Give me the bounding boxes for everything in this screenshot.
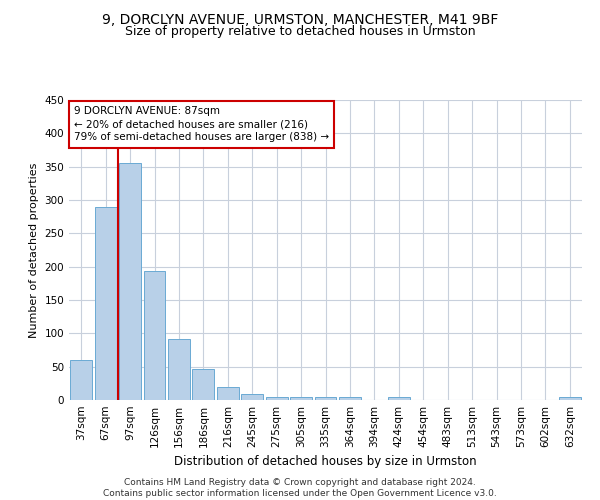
Bar xyxy=(70,360,92,400)
Bar xyxy=(314,396,337,400)
Text: 9, DORCLYN AVENUE, URMSTON, MANCHESTER, M41 9BF: 9, DORCLYN AVENUE, URMSTON, MANCHESTER, … xyxy=(102,12,498,26)
X-axis label: Distribution of detached houses by size in Urmston: Distribution of detached houses by size … xyxy=(174,456,477,468)
Bar xyxy=(388,398,410,400)
Bar xyxy=(559,398,581,400)
Bar xyxy=(339,398,361,400)
Bar xyxy=(143,272,166,400)
Bar xyxy=(266,396,287,400)
Bar xyxy=(217,386,239,400)
Bar xyxy=(193,368,214,400)
Text: Contains HM Land Registry data © Crown copyright and database right 2024.
Contai: Contains HM Land Registry data © Crown c… xyxy=(103,478,497,498)
Y-axis label: Number of detached properties: Number of detached properties xyxy=(29,162,39,338)
Text: Size of property relative to detached houses in Urmston: Size of property relative to detached ho… xyxy=(125,25,475,38)
Bar xyxy=(168,338,190,400)
Bar xyxy=(119,164,141,400)
Text: 9 DORCLYN AVENUE: 87sqm
← 20% of detached houses are smaller (216)
79% of semi-d: 9 DORCLYN AVENUE: 87sqm ← 20% of detache… xyxy=(74,106,329,142)
Bar xyxy=(241,394,263,400)
Bar xyxy=(290,396,312,400)
Bar xyxy=(95,206,116,400)
